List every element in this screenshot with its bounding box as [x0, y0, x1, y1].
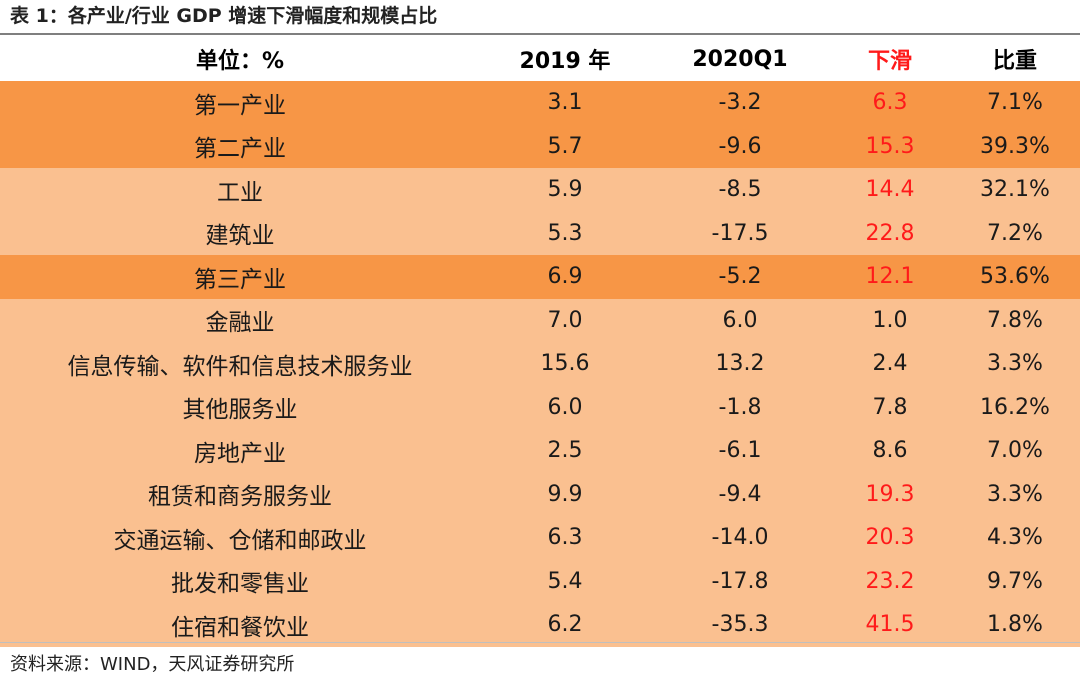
row-name: 信息传输、软件和信息技术服务业 [67, 353, 413, 380]
gdp-growth-table: 单位：% 2019 年 2020Q1 下滑 比重 第一产业 3.1 -3.2 6.3 7… [0, 37, 1080, 647]
value-2019: 7.0 [547, 307, 583, 333]
row-name: 批发和零售业 [171, 571, 309, 598]
table-row: 房地产业 2.5 -6.1 8.6 7.0% [0, 429, 1080, 473]
value-decline: 19.3 [865, 481, 915, 507]
value-decline: 7.8 [872, 394, 908, 420]
row-name: 住宿和餐饮业 [171, 614, 309, 641]
value-2019: 6.9 [547, 264, 583, 290]
value-decline: 23.2 [865, 568, 915, 594]
value-2019: 5.4 [547, 568, 583, 594]
value-share: 7.2% [987, 220, 1043, 246]
row-name: 第一产业 [194, 92, 286, 119]
table-row: 金融业 7.0 6.0 1.0 7.8% [0, 298, 1080, 342]
value-decline: 41.5 [865, 612, 915, 638]
table-body: 第一产业 3.1 -3.2 6.3 7.1% 第二产业 5.7 -9.6 15.3 39.3% 工业… [0, 81, 1080, 647]
value-2020q1: -3.2 [718, 90, 762, 116]
source-note: 资料来源：WIND，天风证券研究所 [10, 654, 295, 675]
value-decline: 12.1 [865, 264, 915, 290]
row-name: 房地产业 [194, 440, 286, 467]
table-row: 其他服务业 6.0 -1.8 7.8 16.2% [0, 385, 1080, 429]
value-decline: 20.3 [865, 525, 915, 551]
value-2020q1: -5.2 [718, 264, 762, 290]
value-2020q1: -9.4 [718, 481, 762, 507]
table-row: 租赁和商务服务业 9.9 -9.4 19.3 3.3% [0, 472, 1080, 516]
value-2019: 6.2 [547, 612, 583, 638]
table-row: 第一产业 3.1 -3.2 6.3 7.1% [0, 81, 1080, 125]
table-row: 住宿和餐饮业 6.2 -35.3 41.5 1.8% [0, 603, 1080, 647]
value-share: 7.1% [987, 90, 1043, 116]
table-row: 信息传输、软件和信息技术服务业 15.6 13.2 2.4 3.3% [0, 342, 1080, 386]
value-2020q1: -8.5 [718, 177, 762, 203]
value-2019: 15.6 [540, 351, 590, 377]
row-name: 工业 [217, 179, 263, 206]
value-2019: 6.3 [547, 525, 583, 551]
value-share: 1.8% [987, 612, 1043, 638]
table-caption: 表 1：各产业/行业 GDP 增速下滑幅度和规模占比 [10, 5, 438, 27]
value-share: 16.2% [980, 394, 1050, 420]
value-2019: 6.0 [547, 394, 583, 420]
bottom-divider [0, 642, 1080, 643]
value-share: 39.3% [980, 133, 1050, 159]
table-row: 批发和零售业 5.4 -17.8 23.2 9.7% [0, 559, 1080, 603]
value-decline: 2.4 [872, 351, 908, 377]
value-2019: 5.3 [547, 220, 583, 246]
row-name: 租赁和商务服务业 [148, 484, 332, 511]
row-name: 其他服务业 [182, 397, 298, 424]
table-row: 第三产业 6.9 -5.2 12.1 53.6% [0, 255, 1080, 299]
row-name: 第三产业 [194, 266, 286, 293]
value-decline: 14.4 [865, 177, 915, 203]
header-unit: 单位：% [195, 49, 285, 74]
table-row: 工业 5.9 -8.5 14.4 32.1% [0, 168, 1080, 212]
value-2020q1: 6.0 [722, 307, 758, 333]
value-share: 3.3% [987, 481, 1043, 507]
value-2019: 5.7 [547, 133, 583, 159]
value-share: 4.3% [987, 525, 1043, 551]
value-2019: 3.1 [547, 90, 583, 116]
value-share: 53.6% [980, 264, 1050, 290]
value-2019: 5.9 [547, 177, 583, 203]
value-decline: 1.0 [872, 307, 908, 333]
row-name: 交通运输、仓储和邮政业 [113, 527, 367, 554]
value-2019: 2.5 [547, 438, 583, 464]
value-2020q1: -17.8 [711, 568, 769, 594]
header-share: 比重 [992, 49, 1037, 74]
header-2020q1: 2020Q1 [692, 46, 788, 72]
value-share: 7.0% [987, 438, 1043, 464]
value-decline: 8.6 [872, 438, 908, 464]
value-2020q1: 13.2 [715, 351, 765, 377]
table-row: 建筑业 5.3 -17.5 22.8 7.2% [0, 211, 1080, 255]
value-2020q1: -9.6 [718, 133, 762, 159]
value-2020q1: -35.3 [711, 612, 769, 638]
value-2020q1: -14.0 [711, 525, 769, 551]
value-2020q1: -17.5 [711, 220, 769, 246]
row-name: 第二产业 [194, 136, 286, 163]
value-share: 32.1% [980, 177, 1050, 203]
value-share: 9.7% [987, 568, 1043, 594]
caption-divider [0, 33, 1080, 35]
value-decline: 22.8 [865, 220, 915, 246]
value-decline: 15.3 [865, 133, 915, 159]
value-share: 3.3% [987, 351, 1043, 377]
table-row: 交通运输、仓储和邮政业 6.3 -14.0 20.3 4.3% [0, 516, 1080, 560]
value-share: 7.8% [987, 307, 1043, 333]
table-row: 第二产业 5.7 -9.6 15.3 39.3% [0, 124, 1080, 168]
header-row: 单位：% 2019 年 2020Q1 下滑 比重 [0, 37, 1080, 81]
value-2019: 9.9 [547, 481, 583, 507]
row-name: 建筑业 [205, 223, 275, 250]
value-2020q1: -1.8 [718, 394, 762, 420]
value-decline: 6.3 [872, 90, 908, 116]
value-2020q1: -6.1 [718, 438, 762, 464]
header-2019: 2019 年 [519, 49, 611, 74]
header-decline: 下滑 [867, 49, 912, 74]
row-name: 金融业 [205, 310, 275, 337]
